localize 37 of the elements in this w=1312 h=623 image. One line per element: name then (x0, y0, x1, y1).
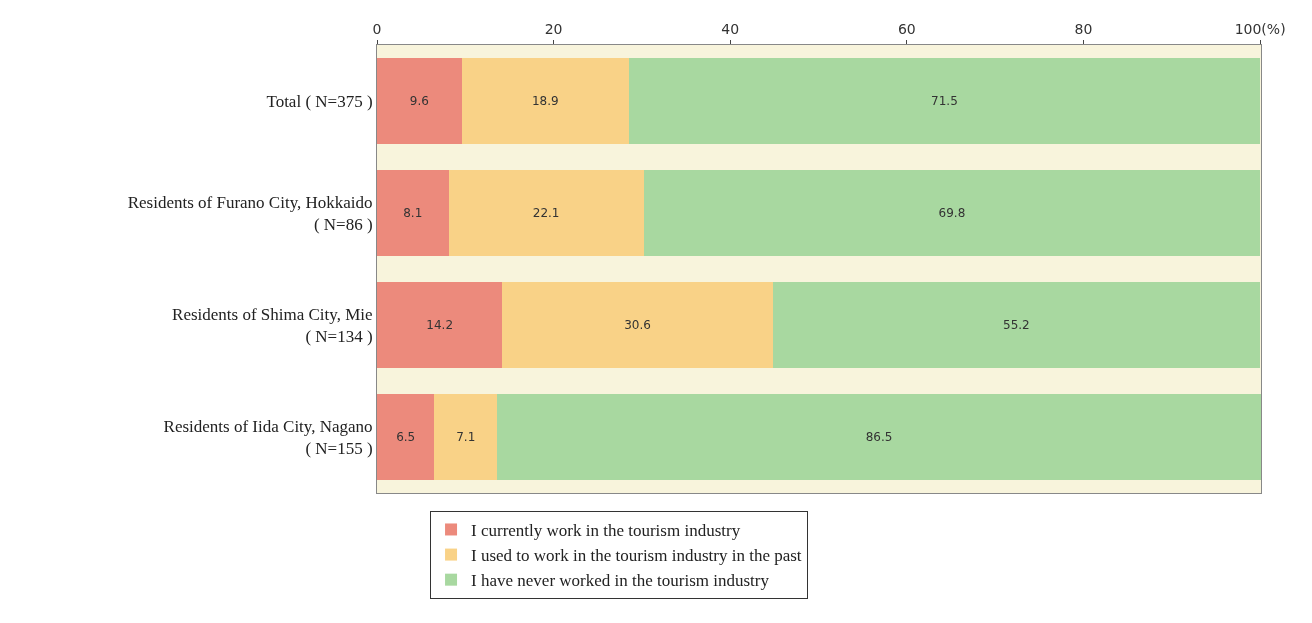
bar (377, 282, 503, 368)
data-label: 14.2 (426, 318, 454, 332)
data-label: 30.6 (624, 318, 651, 332)
y-tick-label: Residents of Shima City, Mie ( N=134 ) (172, 304, 373, 346)
data-label: 9.6 (409, 94, 429, 108)
bar (643, 170, 1261, 256)
bar (434, 394, 498, 480)
legend-label: I have never worked in the tourism industry (471, 571, 770, 591)
bar (502, 282, 773, 368)
bar (497, 394, 1261, 480)
bar (377, 394, 435, 480)
bar (448, 170, 644, 256)
x-tick-label: 40 (721, 21, 740, 38)
bar (377, 58, 462, 144)
x-tick-label: 60 (897, 21, 916, 38)
bar (628, 58, 1261, 144)
bar (461, 58, 629, 144)
data-label: 86.5 (865, 430, 893, 444)
bar (377, 170, 449, 256)
x-tick-label: 0 (372, 21, 382, 38)
data-label: 55.2 (1003, 318, 1030, 332)
data-label: 22.1 (532, 206, 560, 220)
data-label: 71.5 (931, 94, 958, 108)
data-label: 7.1 (456, 430, 476, 444)
x-tick-label: 20 (544, 21, 563, 38)
y-tick-label: Residents of Iida City, Nagano ( N=155 ) (163, 416, 373, 458)
data-label: 18.9 (531, 94, 559, 108)
data-label: 69.8 (938, 206, 966, 220)
data-label: 6.5 (396, 430, 416, 444)
x-tick-label: 100(%) (1234, 21, 1286, 38)
y-tick-label: Total ( N=375 ) (266, 91, 373, 111)
legend-label: I used to work in the tourism industry in the past (471, 546, 802, 566)
legend-label: I currently work in the tourism industry (471, 521, 741, 541)
data-label: 8.1 (403, 206, 423, 220)
bar (772, 282, 1261, 368)
y-tick-label: Residents of Furano City, Hokkaido ( N=86 ) (127, 192, 373, 234)
x-tick-label: 80 (1074, 21, 1093, 38)
